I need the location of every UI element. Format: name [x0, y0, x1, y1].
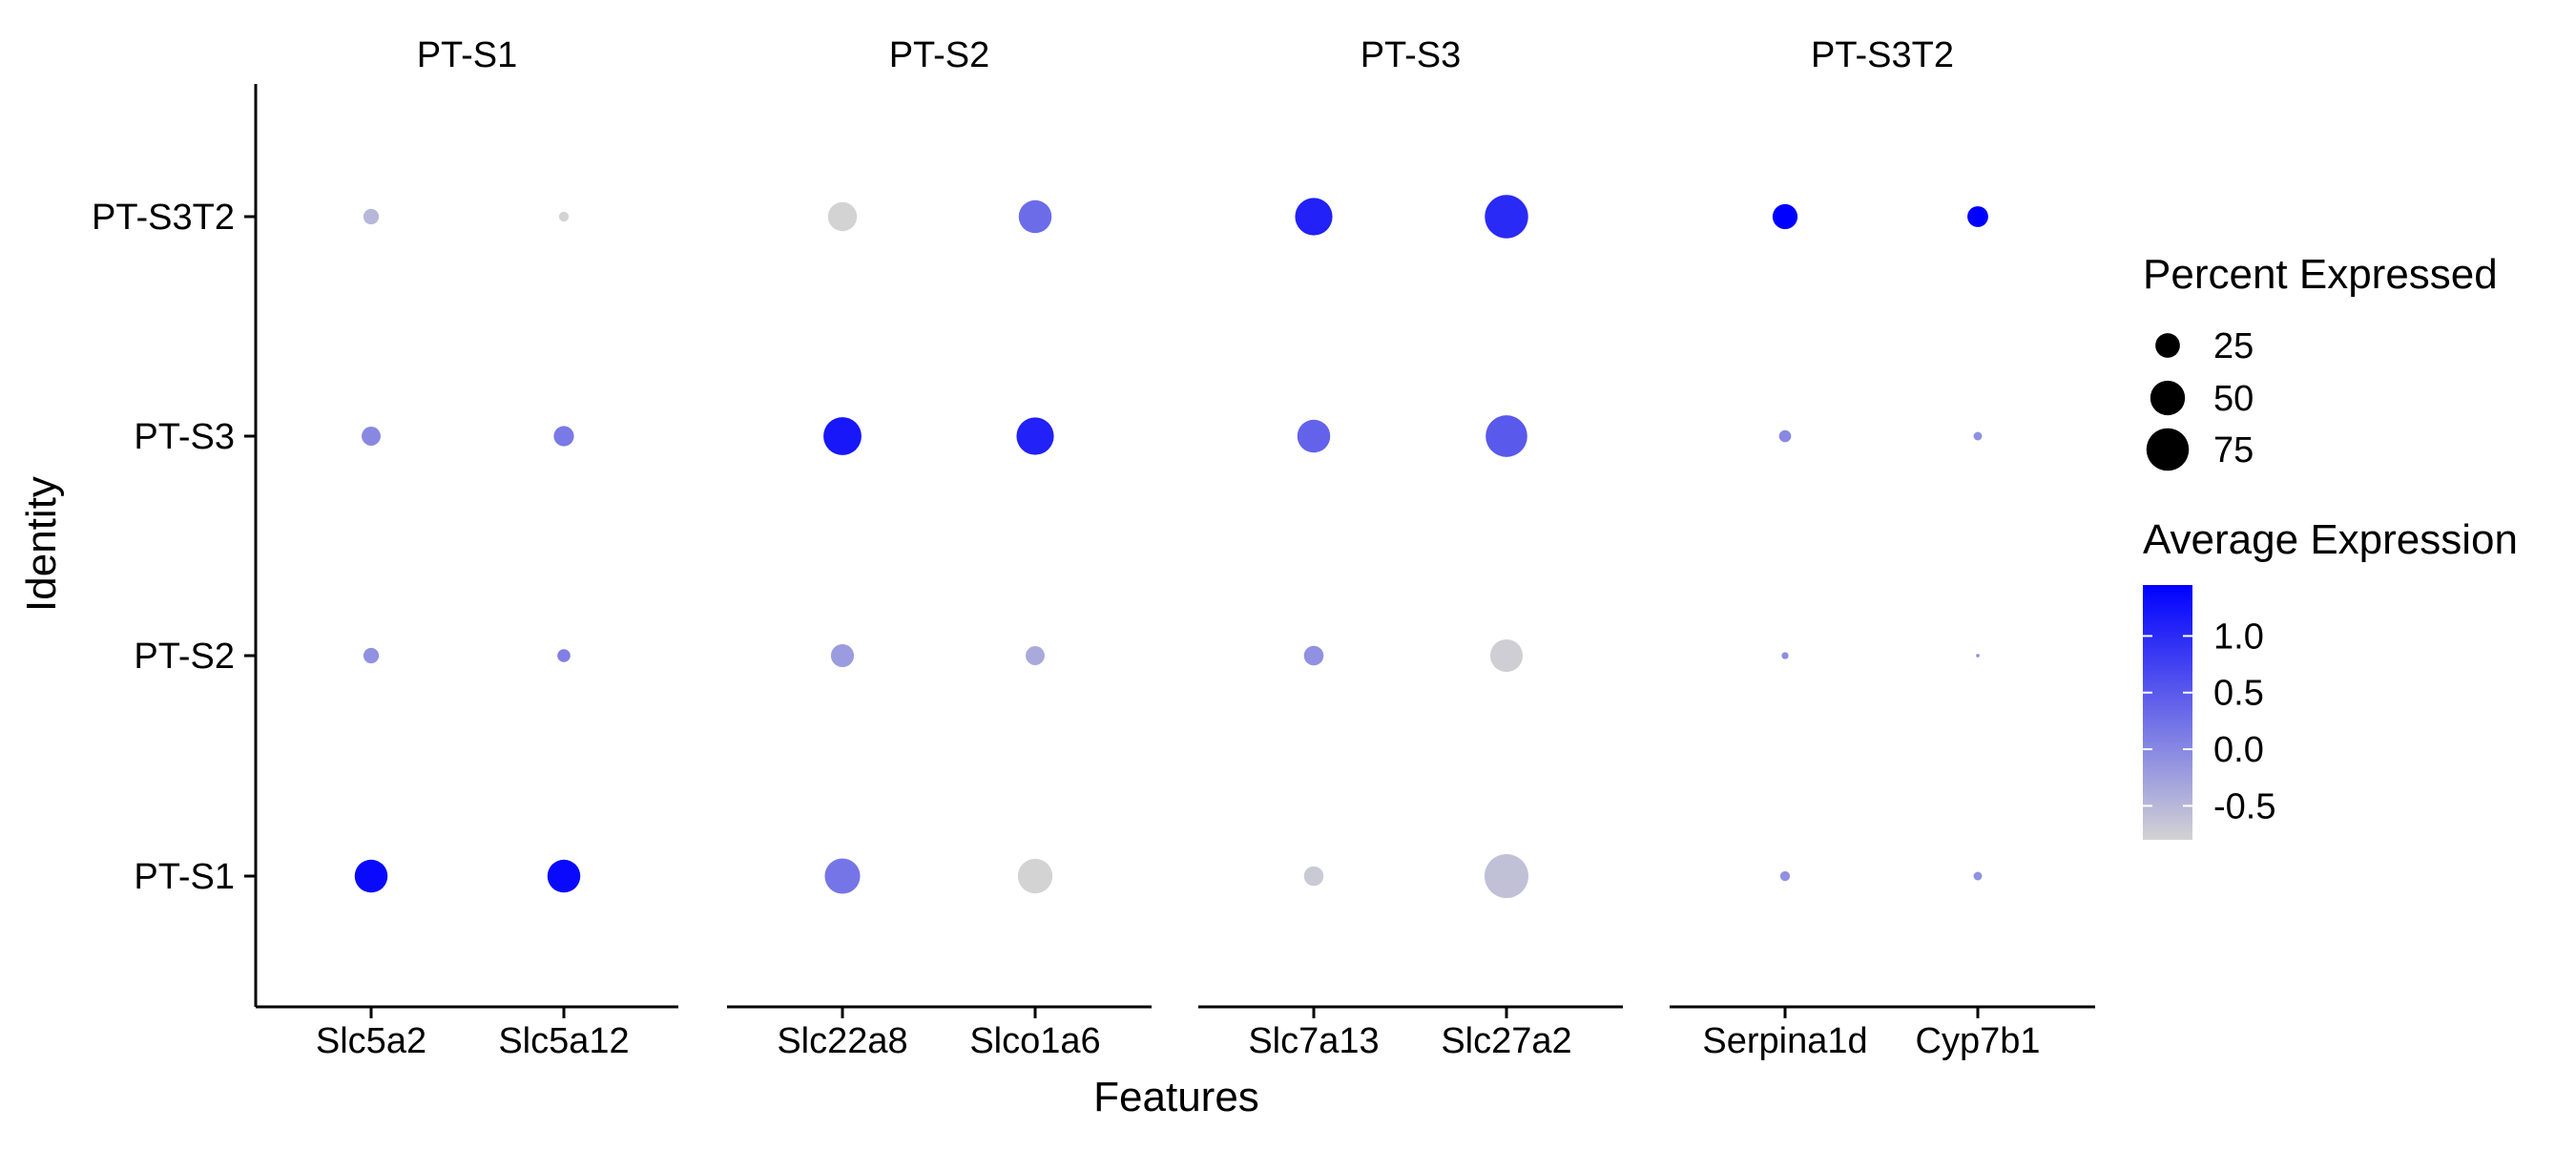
expression-dot [824, 858, 861, 894]
expression-dot [1489, 638, 1524, 673]
expression-dot [1778, 429, 1792, 443]
expression-dot [547, 859, 581, 893]
expression-dot [830, 643, 855, 668]
size-legend-title: Percent Expressed [2143, 251, 2498, 298]
x-tick-label: Slc7a13 [1248, 1021, 1379, 1061]
size-legend-dot [2155, 333, 2180, 358]
expression-dot [1973, 871, 1983, 881]
x-tick-label: Serpina1d [1702, 1021, 1867, 1061]
color-legend-label: 1.0 [2213, 617, 2264, 657]
expression-dot [1018, 199, 1052, 234]
y-tick-label: PT-S3 [134, 417, 235, 457]
facet-strip-label: PT-S3 [1361, 35, 1462, 75]
y-axis-title: Identity [18, 476, 65, 612]
expression-dot [1297, 419, 1331, 453]
expression-dot [1303, 866, 1324, 887]
expression-dot [1485, 854, 1528, 898]
size-legend-label: 75 [2213, 430, 2254, 470]
size-legend-label: 25 [2213, 326, 2254, 366]
facet-panel: PT-S1 Slc5a2 Slc5a12 [256, 35, 678, 1061]
color-legend-label: 0.0 [2213, 730, 2264, 770]
x-tick-label: Slco1a6 [969, 1021, 1100, 1061]
expression-dot [553, 426, 574, 447]
expression-dot [1973, 431, 1983, 441]
size-legend-label: 50 [2213, 379, 2254, 419]
y-tick-label: PT-S1 [134, 857, 235, 897]
expression-dot [827, 201, 858, 232]
expression-dot [558, 211, 570, 222]
facet-strip-label: PT-S3T2 [1811, 35, 1954, 75]
expression-dot [823, 417, 862, 455]
expression-dot [354, 859, 388, 893]
size-legend: Percent Expressed 25 50 75 [2143, 251, 2498, 471]
size-legend-dot [2150, 380, 2186, 416]
facet-panel: PT-S3T2 Serpina1d Cyp7b1 [1670, 35, 2095, 1061]
expression-dot [557, 649, 571, 662]
expression-dot [363, 208, 380, 225]
y-axis: PT-S1 PT-S2 PT-S3 PT-S3T2 [92, 84, 258, 1007]
color-legend-label: -0.5 [2213, 786, 2275, 826]
expression-dot [1772, 203, 1798, 230]
expression-dot [1016, 417, 1054, 455]
facet-panel: PT-S3 Slc7a13 Slc27a2 [1198, 35, 1623, 1061]
color-legend-title: Average Expression [2143, 516, 2518, 563]
color-legend-label: 0.5 [2213, 674, 2264, 714]
expression-dot [1976, 654, 1980, 658]
size-legend-dot [2146, 428, 2190, 471]
axis-titles: Features Identity [18, 476, 1259, 1120]
color-legend: Average Expression 1.0 0.5 0.0 -0.5 [2143, 516, 2518, 840]
expression-dot [362, 427, 381, 446]
expression-dot [1303, 645, 1324, 666]
x-tick-label: Slc5a12 [498, 1021, 629, 1061]
facet-strip-label: PT-S1 [417, 35, 518, 75]
dot-layer [354, 195, 1988, 898]
y-tick-label: PT-S3T2 [92, 198, 235, 238]
expression-dot [1779, 870, 1791, 882]
facet-strip-label: PT-S2 [889, 35, 990, 75]
x-tick-label: Slc5a2 [316, 1021, 426, 1061]
y-tick-label: PT-S2 [134, 637, 235, 677]
expression-dot [1485, 415, 1527, 457]
expression-dot [1967, 206, 1988, 227]
expression-dot [1485, 195, 1528, 239]
color-legend-bar [2143, 585, 2192, 840]
facet-panel: PT-S2 Slc22a8 Slco1a6 [727, 35, 1152, 1061]
expression-dot [1295, 198, 1333, 236]
expression-dot [1781, 652, 1789, 659]
expression-dot [363, 647, 380, 664]
x-tick-label: Slc22a8 [777, 1021, 907, 1061]
expression-dot [1026, 646, 1045, 665]
expression-dot [1017, 858, 1053, 894]
x-tick-label: Cyp7b1 [1916, 1021, 2041, 1061]
x-axis-title: Features [1093, 1074, 1259, 1120]
x-tick-label: Slc27a2 [1441, 1021, 1571, 1061]
